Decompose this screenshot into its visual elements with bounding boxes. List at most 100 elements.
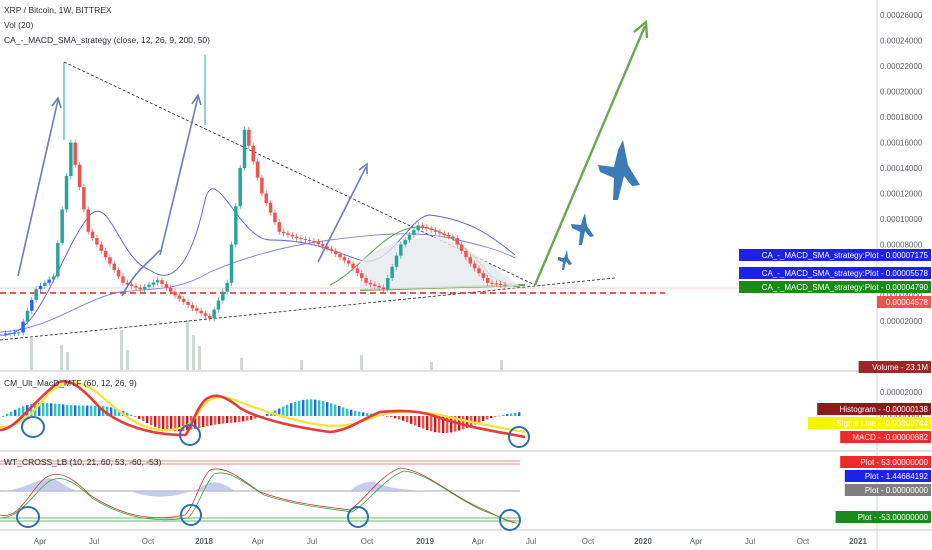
value-tag-label: CA_-_MACD_SMA_strategy:Plot - 0.00005578 (762, 269, 929, 278)
macd-histogram-bar (82, 405, 85, 416)
macd-histogram-bar (510, 413, 513, 416)
macd-histogram-bar (478, 416, 481, 423)
macd-lines (0, 379, 526, 439)
moving-averages (0, 188, 526, 336)
macd-histogram-bar (302, 399, 305, 416)
macd-histogram-bar (406, 416, 409, 423)
wt-legend[interactable]: WT_CROSS_LB (10, 21, 60, 53, -60, -53) (4, 457, 162, 467)
x-tick-label: Apr (690, 537, 703, 546)
macd-histogram-bar (154, 416, 157, 427)
macd-histogram-bar (474, 416, 477, 425)
macd-histogram-bar (362, 412, 365, 416)
candle-body (12, 332, 17, 334)
value-tag: Volume - 23.1M (858, 361, 931, 373)
candle-body (260, 177, 264, 194)
price-axis[interactable]: 0.00026000 0.00024000 0.00022000 0.00020000… (880, 11, 925, 445)
candle-body (503, 284, 507, 286)
macd-histogram-bar (182, 416, 185, 431)
macd-histogram-bar (206, 416, 209, 427)
x-tick-label: Oct (797, 537, 810, 546)
value-tag-label: MACD - -0.00000882 (852, 433, 928, 442)
macd-histogram-bar (94, 405, 97, 416)
macd-histogram-bar (398, 416, 401, 420)
candle-body (247, 129, 251, 146)
value-tag: 0.00004578 (877, 296, 931, 308)
macd-histogram-bar (158, 416, 161, 429)
time-axis[interactable]: Apr Jul Oct 2018 Apr Jul Oct 2019 Apr Jul Oct 2020 A… (34, 537, 868, 546)
macd-histogram-bar (502, 414, 505, 416)
candle-body (168, 287, 173, 292)
candle-body (103, 250, 108, 258)
candle-body (155, 280, 160, 283)
macd-histogram-bar (130, 414, 133, 416)
candle-body (25, 310, 30, 322)
macd-histogram-bar (350, 409, 353, 416)
y-tick-label: 0.00008000 (880, 241, 923, 250)
macd-histogram-bar (314, 399, 317, 416)
macd-histogram-bar (202, 416, 205, 427)
value-tag-label: Plot - -53.00000000 (858, 513, 929, 522)
x-tick-label: Apr (34, 537, 47, 546)
candle-body (186, 301, 190, 306)
macd-histogram-bar (218, 416, 221, 425)
wt-circles (16, 504, 521, 531)
symbol-legend[interactable]: XRP / Bitcoin, 1W, BITTREX (4, 5, 112, 15)
candle-body (30, 299, 34, 311)
strategy-legend[interactable]: CA_-_MACD_SMA_strategy (close, 12, 26, 9… (4, 35, 210, 45)
candle-body (95, 238, 99, 245)
macd-histogram-bar (222, 416, 225, 424)
candle-body (234, 206, 238, 245)
macd-histogram-bar (214, 416, 217, 425)
candle-body (56, 242, 60, 277)
macd-histogram-bar (418, 416, 421, 428)
macd-histogram-bar (150, 416, 153, 426)
candle-body (481, 273, 486, 278)
macd-histogram-bar (294, 401, 297, 416)
candle-body (242, 129, 247, 168)
macd-y-tick-label: 0.00002000 (880, 388, 923, 397)
macd-histogram-bar (382, 415, 385, 417)
candle-body (203, 313, 208, 316)
candle-body (238, 168, 242, 207)
candle-body (316, 241, 321, 245)
macd-histogram-bar (326, 402, 329, 416)
macd-histogram-bar (282, 406, 285, 416)
candle-body (407, 234, 412, 240)
y-tick-label: 0.00024000 (880, 37, 923, 46)
price-tags: CA_-_MACD_SMA_strategy:Plot - 0.00007175… (739, 249, 931, 523)
candle-body (477, 268, 481, 274)
volume-legend[interactable]: Vol (20) (4, 20, 34, 30)
candle-body (377, 285, 381, 288)
candle-body (381, 287, 386, 290)
macd-histogram-bar (490, 416, 493, 419)
candle-body (342, 257, 347, 261)
candle-body (290, 234, 295, 237)
candle-body (420, 225, 425, 227)
fighter-jet-icon (558, 140, 640, 270)
macd-histogram-bar (58, 404, 61, 416)
macd-histogram-bar (38, 403, 41, 416)
macd-histogram-bar (366, 413, 369, 416)
candle-body (199, 310, 203, 314)
candle-body (82, 187, 86, 210)
macd-histogram-bar (270, 412, 273, 416)
candle-body (442, 233, 446, 235)
macd-histogram-bar (86, 405, 89, 416)
candle-body (108, 257, 112, 264)
macd-histogram-bar (138, 416, 141, 419)
y-tick-label: 0.00002000 (880, 317, 923, 326)
value-tag-label: CA_-_MACD_SMA_strategy:Plot - 0.00007175 (762, 251, 929, 260)
candle-body (112, 263, 117, 270)
candle-body (216, 300, 221, 310)
candle-body (51, 276, 56, 280)
macd-histogram-bar (298, 400, 301, 416)
macd-histogram-bar (450, 416, 453, 433)
macd-legend[interactable]: CM_Ult_MacD_MTF (60, 12, 26, 9) (4, 378, 137, 388)
x-tick-label: Apr (252, 537, 265, 546)
candle-body (17, 332, 21, 334)
x-tick-label: Oct (582, 537, 595, 546)
macd-y-tick-label: 0.00000000 (880, 412, 923, 421)
macd-histogram-bar (414, 416, 417, 426)
candle-body (38, 285, 43, 290)
